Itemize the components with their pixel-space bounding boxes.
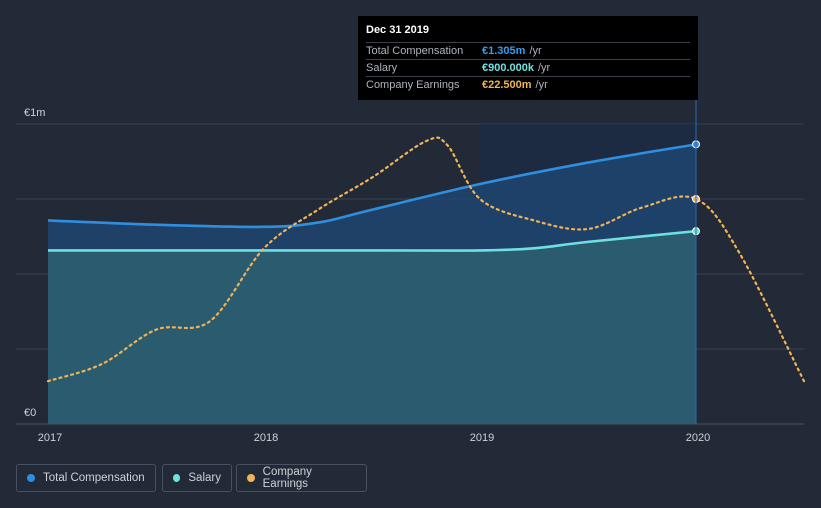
tooltip-row-salary: Salary €900.000k /yr	[366, 59, 690, 76]
tooltip: Dec 31 2019 Total Compensation €1.305m /…	[358, 16, 698, 100]
area-salary	[48, 231, 696, 424]
legend-salary[interactable]: Salary	[162, 464, 232, 492]
series-areas	[48, 144, 696, 424]
tooltip-value: €1.305m	[482, 45, 526, 57]
legend-dot	[247, 474, 255, 482]
tooltip-unit: /yr	[538, 62, 551, 74]
tooltip-date: Dec 31 2019	[366, 24, 429, 36]
x-tick-label: 2017	[38, 432, 62, 444]
tooltip-value: €22.500m	[482, 79, 532, 91]
tooltip-label: Total Compensation	[366, 45, 464, 57]
x-tick-label: 2020	[686, 432, 710, 444]
series-lines	[46, 136, 806, 383]
tooltip-value: €900.000k	[482, 62, 534, 74]
legend-company-earnings[interactable]: Company Earnings	[236, 464, 367, 492]
legend-label: Company Earnings	[262, 466, 312, 490]
line-total-compensation	[47, 143, 697, 229]
tooltip-row-total: Total Compensation €1.305m /yr	[366, 42, 690, 59]
legend-dot	[27, 474, 35, 482]
legend-label: Total Compensation	[43, 472, 145, 484]
tooltip-unit: /yr	[535, 79, 548, 91]
tooltip-label: Company Earnings	[366, 79, 460, 91]
tooltip-label: Salary	[366, 62, 398, 74]
tooltip-unit: /yr	[529, 45, 542, 57]
x-tick-labels: 2017 2018 2019 2020	[38, 432, 710, 444]
line-company-earnings	[46, 136, 806, 383]
x-tick-label: 2018	[254, 432, 278, 444]
x-tick-label: 2019	[470, 432, 494, 444]
tooltip-row-earnings: Company Earnings €22.500m /yr	[366, 76, 690, 93]
y-tick-label: €0	[24, 407, 36, 419]
legend-total-compensation[interactable]: Total Compensation	[16, 464, 156, 492]
y-tick-labels: €0 €1m	[24, 107, 45, 419]
legend-dot	[173, 474, 181, 482]
y-tick-label: €1m	[24, 107, 45, 119]
legend-label: Salary	[188, 472, 221, 484]
line-salary	[48, 229, 697, 252]
